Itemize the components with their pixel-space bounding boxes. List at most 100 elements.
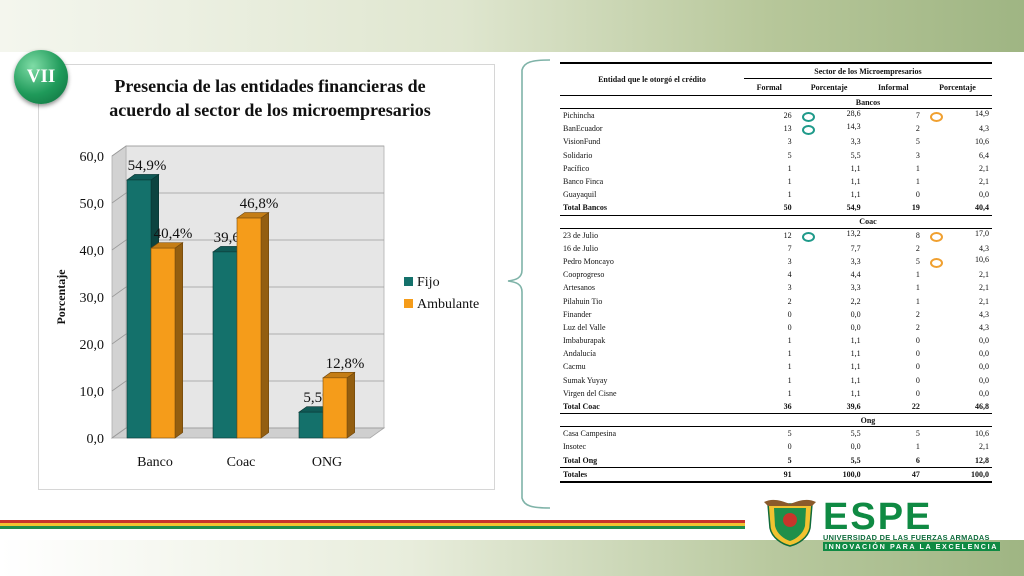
y-tick-label: 60,0 [80, 150, 105, 165]
x-category-label: ONG [312, 455, 342, 470]
percent1-cell: 1,1 [850, 349, 861, 359]
x-category-label: Coac [227, 455, 256, 470]
table-total-row: Total Coac 36 39,6 22 46,8 [560, 399, 992, 415]
data-label: 46,8% [240, 196, 279, 212]
table-row: Cooprogreso 4 4,4 1 2,1 [560, 268, 992, 281]
percent2-cell: 46,8 [922, 399, 992, 415]
percent2-cell: 14,9 [923, 109, 992, 123]
table-total-row: Total Bancos 50 54,9 19 40,4 [560, 201, 992, 216]
entity-cell: Banco Finca [563, 177, 604, 187]
percent2-cell: 6,4 [979, 150, 989, 160]
percent2-cell: 10,6 [975, 429, 989, 439]
percent2-cell: 10,6 [975, 137, 989, 147]
legend-label-fijo: Fijo [417, 275, 440, 290]
formal-cell: 0 [787, 442, 792, 452]
section-name: Bancos [743, 95, 992, 109]
entity-cell: Guayaquil [563, 190, 597, 200]
formal-cell: 1 [787, 349, 792, 359]
y-gridline [111, 286, 384, 298]
stripe-red [0, 520, 745, 523]
data-label: 40,4% [154, 226, 193, 242]
credit-table-body: Entidad que le otorgó el crédito Sector … [560, 63, 992, 483]
percent2-cell: 0,0 [979, 388, 989, 398]
informal-cell: 22 [863, 399, 923, 415]
informal-cell: 0 [915, 349, 920, 359]
percent1-cell: 39,6 [794, 399, 864, 415]
credit-table-container: Entidad que le otorgó el crédito Sector … [560, 62, 992, 483]
informal-cell: 7 [915, 111, 920, 121]
informal-cell: 1 [915, 270, 920, 280]
entity-cell: Pilahuin Tio [563, 296, 603, 306]
formal-cell: 2 [787, 296, 792, 306]
espe-logo-text: ESPE [823, 496, 933, 538]
informal-cell: 8 [915, 230, 920, 240]
formal-cell: 5 [787, 150, 792, 160]
percent1-cell: 3,3 [850, 137, 861, 147]
percent1-cell: 0,0 [850, 309, 861, 319]
bar-fijo-banco [126, 179, 152, 439]
informal-column-header: Informal [863, 78, 923, 96]
formal-cell: 36 [743, 399, 795, 415]
percent2-cell: 2,1 [979, 177, 989, 187]
bar-side-face [260, 211, 269, 439]
percent1-cell: 14,3 [795, 122, 864, 136]
table-row: 23 de Julio 12 13,2 8 17,0 [560, 228, 992, 242]
percent2-cell: 17,0 [923, 228, 992, 242]
y-gridline [111, 192, 384, 204]
percent1-cell: 1,1 [850, 163, 861, 173]
table-row: Artesanos 3 3,3 1 2,1 [560, 281, 992, 294]
informal-cell: 6 [863, 453, 923, 468]
entity-cell: Solidario [563, 150, 593, 160]
table-row: Pichincha 26 28,6 7 14,9 [560, 109, 992, 123]
chart-title: Presencia de las entidades financieras d… [60, 74, 480, 122]
informal-cell: 0 [915, 388, 920, 398]
informal-cell: 2 [915, 309, 920, 319]
credit-table: Entidad que le otorgó el crédito Sector … [560, 62, 992, 483]
entity-cell: Finander [563, 309, 592, 319]
informal-cell: 3 [915, 150, 920, 160]
green-circle-mark-icon [801, 125, 815, 136]
percent2-column-header: Porcentaje [922, 78, 992, 96]
entity-cell: Pacífico [563, 163, 590, 173]
formal-cell: 1 [787, 190, 792, 200]
bar-side-face [346, 371, 356, 439]
table-row: Andalucía 1 1,1 0 0,0 [560, 347, 992, 360]
section-spacer [560, 95, 744, 109]
espe-shield-logo [762, 498, 818, 548]
chart-title-line2: acuerdo al sector de los microempresario… [109, 100, 431, 120]
informal-cell: 1 [915, 283, 920, 293]
percent2-cell: 100,0 [922, 466, 992, 483]
entity-cell: 16 de Julio [563, 243, 599, 253]
entity-cell: Total Ong [560, 453, 744, 468]
entity-cell: VisionFund [563, 137, 601, 147]
section-badge: VII [14, 50, 68, 104]
entity-cell: Cacmu [563, 362, 586, 372]
table-row: Luz del Valle 0 0,0 2 4,3 [560, 321, 992, 334]
legend-label-ambulante: Ambulante [417, 297, 479, 312]
percent1-cell: 1,1 [850, 190, 861, 200]
informal-cell: 5 [915, 256, 920, 266]
percent2-cell: 0,0 [979, 362, 989, 372]
formal-cell: 91 [743, 466, 795, 483]
percent2-cell: 0,0 [979, 349, 989, 359]
percent1-cell: 5,5 [850, 150, 861, 160]
formal-column-header: Formal [743, 78, 795, 96]
percent1-cell: 28,6 [795, 109, 864, 123]
y-tick-label: 30,0 [80, 291, 105, 306]
bar-ambulante-coac [236, 217, 262, 439]
entity-cell: Artesanos [563, 283, 595, 293]
percent2-cell: 0,0 [979, 190, 989, 200]
y-tick-label: 50,0 [80, 197, 105, 212]
table-row: Pacífico 1 1,1 1 2,1 [560, 162, 992, 175]
formal-cell: 0 [787, 309, 792, 319]
formal-cell: 5 [743, 453, 795, 468]
table-section-row: Coac [560, 215, 992, 229]
entity-cell: Total Coac [560, 399, 744, 415]
formal-cell: 1 [787, 362, 792, 372]
espe-subtitle: UNIVERSIDAD DE LAS FUERZAS ARMADAS [823, 533, 990, 542]
section-name: Ong [743, 413, 992, 428]
table-row: Imbaburapak 1 1,1 0 0,0 [560, 334, 992, 347]
y-tick-label: 0,0 [87, 432, 105, 447]
table-row: Guayaquil 1 1,1 0 0,0 [560, 188, 992, 201]
percent1-cell: 100,0 [794, 466, 864, 483]
